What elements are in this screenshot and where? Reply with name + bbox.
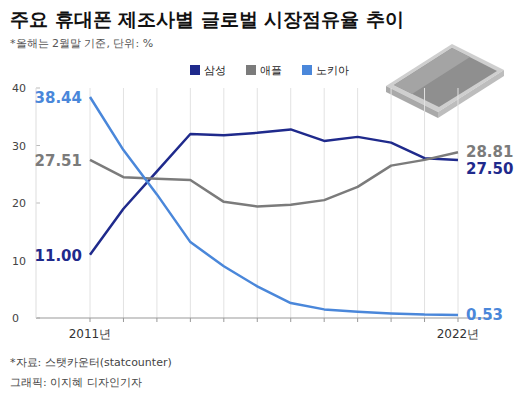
chart: 주요 휴대폰 제조사별 글로벌 시장점유율 추이 *올해는 2월말 기준, 단위:… xyxy=(0,0,520,396)
x-tick xyxy=(90,318,91,322)
legend-label: 삼성 xyxy=(204,64,226,77)
data-label: 28.81 xyxy=(466,143,513,161)
phone-screen xyxy=(394,48,497,107)
grid-line xyxy=(190,88,191,318)
x-axis xyxy=(36,318,492,319)
y-tick-label: 20 xyxy=(12,197,26,210)
y-tick-label: 10 xyxy=(12,255,26,268)
phone-illustration xyxy=(386,44,504,118)
y-tick-label: 0 xyxy=(12,312,19,325)
grid-line xyxy=(424,88,425,318)
x-tick xyxy=(324,318,325,322)
legend-swatch xyxy=(246,65,256,75)
lines xyxy=(90,97,458,315)
x-tick-label: 2022년 xyxy=(437,327,480,341)
grid-line xyxy=(391,88,392,318)
x-tick xyxy=(391,318,392,322)
series-line xyxy=(90,97,458,315)
y-tick-label: 30 xyxy=(12,140,26,153)
data-label: 27.50 xyxy=(466,160,513,178)
grid-line xyxy=(324,88,325,318)
data-label: 0.53 xyxy=(466,306,503,324)
credit: 그래픽: 이지혜 디자인기자 xyxy=(10,376,142,389)
x-tick xyxy=(458,318,459,322)
grid-line xyxy=(90,88,91,318)
x-tick xyxy=(424,318,425,322)
x-tick xyxy=(290,318,291,322)
phone-body xyxy=(386,44,504,112)
grid-line xyxy=(257,88,258,318)
subtitle: *올해는 2월말 기준, 단위: % xyxy=(10,37,153,50)
x-tick xyxy=(190,318,191,322)
y-tick xyxy=(36,203,40,204)
legend-swatch xyxy=(190,65,200,75)
data-label: 38.44 xyxy=(35,89,82,107)
x-tick-label: 2011년 xyxy=(69,327,112,341)
grid-line xyxy=(156,88,157,318)
legend-swatch xyxy=(302,65,312,75)
legend: 삼성 애플 노키아 xyxy=(190,64,349,77)
legend-label: 애플 xyxy=(260,64,282,77)
x-tick xyxy=(223,318,224,322)
y-axis xyxy=(36,88,37,318)
data-label: 11.00 xyxy=(35,247,82,265)
source: *자료: 스탯카운터(statcounter) xyxy=(10,356,172,369)
x-tick xyxy=(257,318,258,322)
legend-label: 노키아 xyxy=(316,64,349,77)
grid-line xyxy=(290,88,291,318)
x-tick xyxy=(156,318,157,322)
y-tick-label: 40 xyxy=(12,82,26,95)
x-tick xyxy=(357,318,358,322)
x-tick xyxy=(123,318,124,322)
title: 주요 휴대폰 제조사별 글로벌 시장점유율 추이 xyxy=(10,8,404,30)
y-tick xyxy=(36,145,40,146)
grid-line xyxy=(123,88,124,318)
grid-line xyxy=(357,88,358,318)
data-label: 27.51 xyxy=(35,152,82,170)
phone-screen-shine xyxy=(394,48,470,94)
grid-line xyxy=(458,88,459,318)
series-line xyxy=(90,129,458,254)
grid xyxy=(90,88,458,318)
